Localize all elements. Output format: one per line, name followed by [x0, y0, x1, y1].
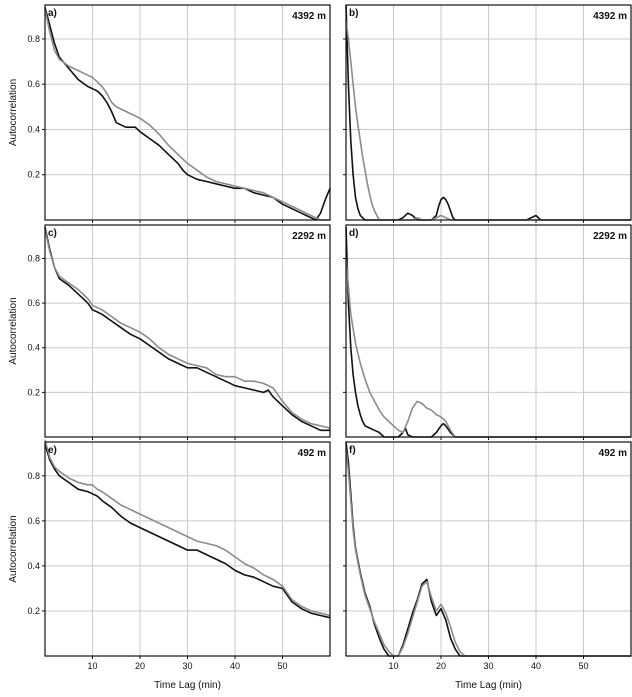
series-black-line: [44, 7, 331, 221]
series-black-line: [44, 444, 331, 619]
panel-label: b): [349, 8, 358, 19]
y-tick-label: 0.4: [27, 343, 40, 353]
panel-label: f): [349, 445, 356, 456]
y-tick-label: 0.2: [27, 170, 40, 180]
depth-label: 2292 m: [292, 231, 326, 242]
series-gray-line: [44, 229, 331, 429]
y-tick-label: 0.2: [27, 606, 40, 616]
panel-label: e): [48, 445, 57, 456]
y-tick-label: 0.6: [27, 516, 40, 526]
y-tick-label: 0.8: [27, 34, 40, 44]
x-tick-label: 40: [230, 661, 240, 671]
series-gray-line: [345, 448, 631, 657]
depth-label: 492 m: [298, 448, 326, 459]
panel-f: 10 20 30 40 50 f) 492 m Time Lag (min): [343, 441, 632, 691]
x-tick-label: 50: [277, 661, 287, 671]
depth-label: 4392 m: [292, 11, 326, 22]
x-tick-label: 30: [483, 661, 493, 671]
depth-label: 492 m: [599, 448, 627, 459]
x-tick-label: 20: [436, 661, 446, 671]
depth-label: 4392 m: [593, 11, 627, 22]
x-tick-label: 50: [578, 661, 588, 671]
panel-d: d) 2292 m: [343, 224, 632, 440]
x-tick-label: 20: [135, 661, 145, 671]
panel-c: 0.2 0.4 0.6 0.8 c) 2292 m Autocorrelation: [8, 224, 331, 440]
y-tick-label: 0.6: [27, 79, 40, 89]
series-gray-line: [44, 9, 330, 221]
panel-a: 0.2 0.4 0.6 0.8 a) 4392 m Autocorrelation: [8, 4, 331, 223]
panel-label: c): [48, 228, 57, 239]
x-axis-label: Time Lag (min): [154, 680, 221, 691]
y-tick-label: 0.8: [27, 253, 40, 263]
panel-label: a): [48, 8, 57, 19]
x-tick-label: 10: [87, 661, 97, 671]
y-axis-label: Autocorrelation: [8, 297, 19, 364]
panel-e: 10 20 30 40 50 0.2 0.4 0.6 0.8 e) 492 m Autocorrela…: [8, 439, 331, 691]
y-axis-label: Autocorrelation: [8, 79, 19, 146]
y-tick-label: 0.4: [27, 561, 40, 571]
y-tick-label: 0.8: [27, 471, 40, 481]
y-tick-label: 0.6: [27, 298, 40, 308]
series-gray-line: [44, 439, 331, 617]
depth-label: 2292 m: [593, 231, 627, 242]
y-tick-label: 0.4: [27, 124, 40, 134]
y-tick-label: 0.2: [27, 387, 40, 397]
x-axis-label: Time Lag (min): [455, 680, 522, 691]
x-tick-label: 10: [388, 661, 398, 671]
y-axis-label: Autocorrelation: [8, 515, 19, 582]
x-tick-label: 30: [182, 661, 192, 671]
panel-b: b) 4392 m: [343, 4, 632, 223]
x-tick-label: 40: [531, 661, 541, 671]
series-black-line: [44, 227, 330, 432]
panel-label: d): [349, 228, 358, 239]
